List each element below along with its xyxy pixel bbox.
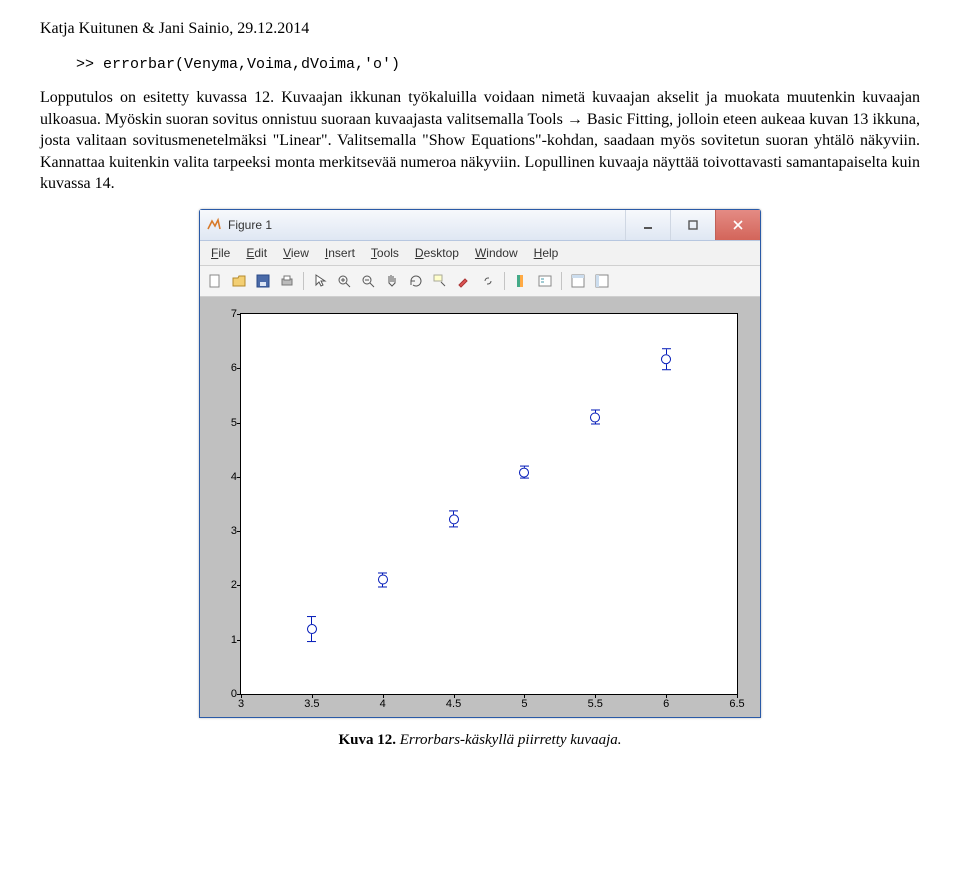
plot-area: 01234567 33.544.555.566.5 [200,297,760,717]
window-title: Figure 1 [228,218,625,232]
zoom-out-icon[interactable] [357,270,379,292]
x-tick-label: 5 [521,698,527,710]
colorbar-icon[interactable] [510,270,532,292]
new-figure-icon[interactable] [204,270,226,292]
doc-header: Katja Kuitunen & Jani Sainio, 29.12.2014 [40,20,920,38]
print-icon[interactable] [276,270,298,292]
toolbar-separator [504,272,505,290]
code-sample: >> errorbar(Venyma,Voima,dVoima,'o') [76,56,920,73]
toolbar-separator [561,272,562,290]
titlebar[interactable]: Figure 1 [200,210,760,241]
window-buttons [625,210,760,240]
x-tick-label: 4.5 [446,698,461,710]
menubar: File Edit View Insert Tools Desktop Wind… [200,241,760,266]
pointer-icon[interactable] [309,270,331,292]
data-point [519,466,529,479]
pan-icon[interactable] [381,270,403,292]
hide-tools-icon[interactable] [567,270,589,292]
paragraph-1: Lopputulos on esitetty kuvassa 12. Kuvaa… [40,87,920,195]
show-tools-icon[interactable] [591,270,613,292]
x-tick-label: 4 [380,698,386,710]
menu-edit[interactable]: Edit [239,243,274,263]
brush-icon[interactable] [453,270,475,292]
x-tick-label: 3 [238,698,244,710]
link-icon[interactable] [477,270,499,292]
menu-tools[interactable]: Tools [364,243,406,263]
figure-window: Figure 1 File Edit View Insert Tools Des… [199,209,761,718]
matlab-icon [206,217,222,233]
caption-label: Kuva 12. [338,732,396,748]
data-point [449,510,459,527]
caption-text: Errorbars-käskyllä piirretty kuvaaja. [396,732,622,748]
toolbar [200,266,760,297]
zoom-in-icon[interactable] [333,270,355,292]
x-tick-label: 6.5 [729,698,744,710]
rotate-icon[interactable] [405,270,427,292]
axes[interactable]: 01234567 33.544.555.566.5 [240,313,738,695]
menu-window[interactable]: Window [468,243,525,263]
menu-desktop[interactable]: Desktop [408,243,466,263]
save-icon[interactable] [252,270,274,292]
menu-insert[interactable]: Insert [318,243,362,263]
toolbar-separator [303,272,304,290]
data-point [378,572,388,587]
data-point [590,410,600,425]
close-button[interactable] [715,210,760,240]
data-point [661,349,671,371]
x-tick-label: 5.5 [588,698,603,710]
x-tick-label: 3.5 [304,698,319,710]
figure-caption: Kuva 12. Errorbars-käskyllä piirretty ku… [40,732,920,749]
datacursor-icon[interactable] [429,270,451,292]
menu-file[interactable]: File [204,243,237,263]
maximize-button[interactable] [670,210,715,240]
data-point [307,616,317,642]
x-tick-label: 6 [663,698,669,710]
minimize-button[interactable] [625,210,670,240]
open-icon[interactable] [228,270,250,292]
legend-icon[interactable] [534,270,556,292]
menu-view[interactable]: View [276,243,316,263]
menu-help[interactable]: Help [527,243,566,263]
